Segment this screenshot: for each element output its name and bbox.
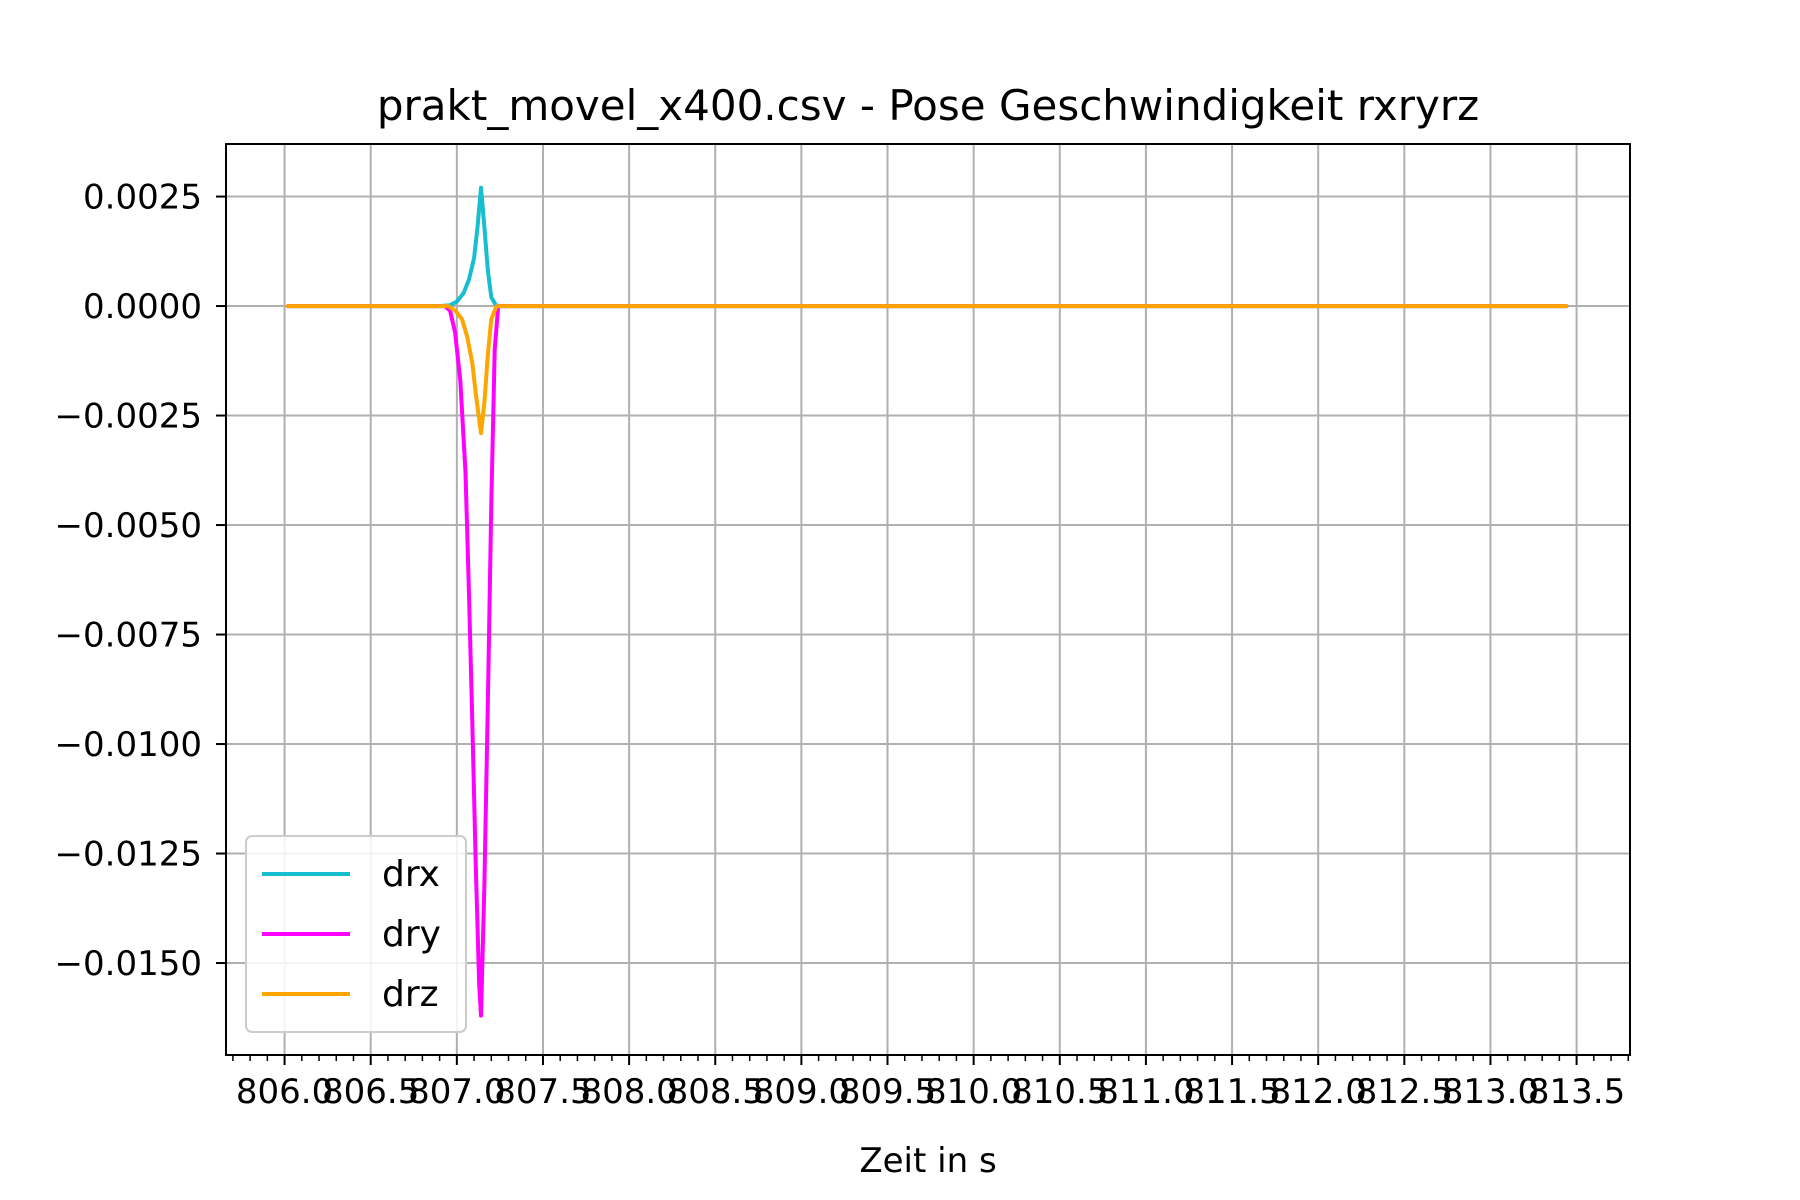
- series-line-drx: [286, 185, 1569, 309]
- y-tick-label: −0.0150: [55, 944, 202, 984]
- grid: [226, 144, 1630, 1055]
- x-tick-label: 808.5: [667, 1072, 764, 1112]
- y-tick-label: −0.0075: [55, 616, 202, 656]
- x-axis-label: Zeit in s: [859, 1141, 996, 1181]
- y-axis: 0.0025 0.0000 −0.0025 −0.0050 −0.0075 −0.0100…: [55, 178, 226, 984]
- series-line-drz: [286, 304, 1569, 436]
- legend-box: [245, 835, 467, 1033]
- x-tick-label: 813.5: [1528, 1072, 1625, 1112]
- x-tick-label: 811.0: [1097, 1072, 1194, 1112]
- x-tick-label: 808.0: [580, 1072, 677, 1112]
- x-axis: 806.0806.5807.0807.5808.0808.5809.0809.5…: [232, 1055, 1630, 1112]
- y-tick-label: −0.0125: [55, 835, 202, 875]
- y-tick-label: −0.0050: [55, 506, 202, 546]
- x-tick-label: 809.5: [839, 1072, 936, 1112]
- x-tick-label: 810.0: [925, 1072, 1022, 1112]
- x-tick-label: 810.5: [1011, 1072, 1108, 1112]
- chart-title: prakt_movel_x400.csv - Pose Geschwindigk…: [377, 81, 1479, 130]
- x-tick-label: 812.5: [1356, 1072, 1453, 1112]
- x-tick-label: 807.5: [494, 1072, 591, 1112]
- y-tick-label: −0.0100: [55, 725, 202, 765]
- legend-label-drx: drx: [382, 854, 440, 895]
- x-tick-label: 812.0: [1270, 1072, 1367, 1112]
- x-tick-label: 809.0: [753, 1072, 850, 1112]
- y-tick-label: −0.0025: [55, 397, 202, 437]
- x-tick-label: 813.0: [1442, 1072, 1539, 1112]
- x-tick-label: 811.5: [1183, 1072, 1280, 1112]
- legend-label-dry: dry: [382, 914, 441, 955]
- series-layer: [286, 185, 1569, 1018]
- plot-frame: [225, 143, 1631, 1056]
- y-tick-label: 0.0025: [83, 178, 202, 218]
- x-tick-label: 807.0: [408, 1072, 505, 1112]
- x-tick-label: 806.0: [236, 1072, 333, 1112]
- x-tick-label: 806.5: [322, 1072, 419, 1112]
- y-tick-label: 0.0000: [83, 287, 202, 327]
- legend: drx dry drz: [245, 835, 467, 1033]
- series-line-dry: [286, 304, 1569, 1018]
- legend-label-drz: drz: [382, 974, 439, 1015]
